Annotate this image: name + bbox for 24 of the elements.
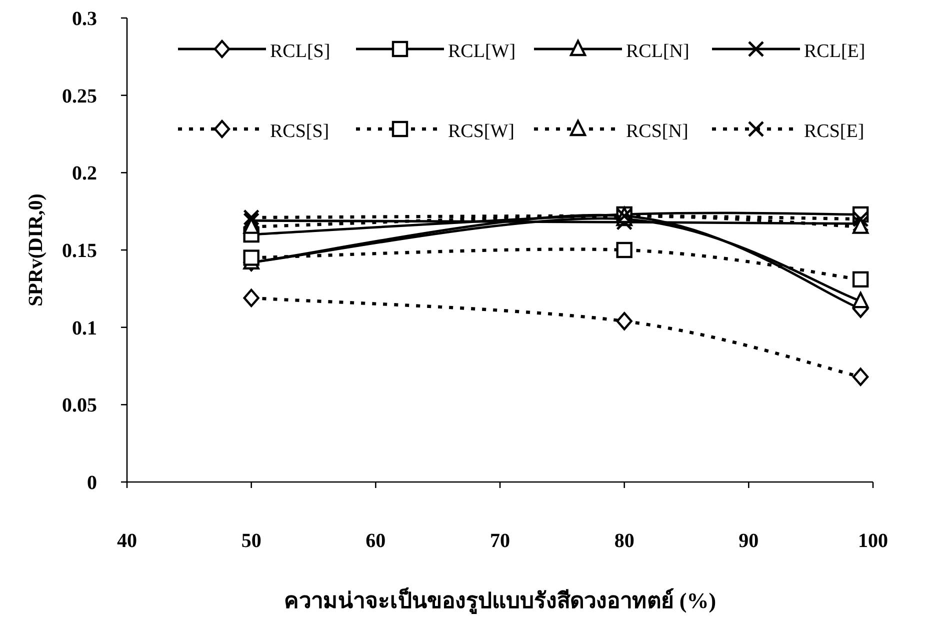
- legend-label: RCL[N]: [626, 41, 690, 62]
- x-tick-label: 40: [117, 530, 137, 552]
- legend-label: RCS[S]: [270, 121, 330, 142]
- legend-label: RCS[E]: [804, 121, 864, 142]
- x-axis-title: ความน่าจะเป็นของรูปแบบรังสีดวงอาทตย์ (%): [284, 586, 716, 615]
- legend-label: RCL[E]: [804, 41, 866, 62]
- y-tick-label: 0: [87, 472, 97, 494]
- y-tick-label: 0.3: [72, 8, 97, 30]
- y-axis-title: SPRv(DIR,0): [25, 194, 47, 306]
- x-tick-label: 60: [366, 530, 386, 552]
- x-tick-label: 70: [490, 530, 510, 552]
- y-tick-label: 0.25: [62, 85, 97, 108]
- y-tick-label: 0.05: [62, 394, 97, 417]
- legend-label: RCS[W]: [448, 121, 514, 142]
- y-tick-label: 0.2: [72, 162, 97, 185]
- x-tick-label: 50: [241, 530, 262, 552]
- legend-label: RCL[W]: [448, 41, 516, 62]
- x-tick-label: 90: [738, 530, 759, 552]
- y-tick-label: 0.1: [72, 317, 97, 340]
- legend-label: RCS[N]: [626, 121, 688, 142]
- legend-label: RCL[S]: [270, 41, 330, 62]
- x-tick-label: 100: [858, 530, 888, 552]
- y-tick-label: 0.15: [62, 240, 97, 262]
- x-tick-label: 80: [614, 530, 634, 552]
